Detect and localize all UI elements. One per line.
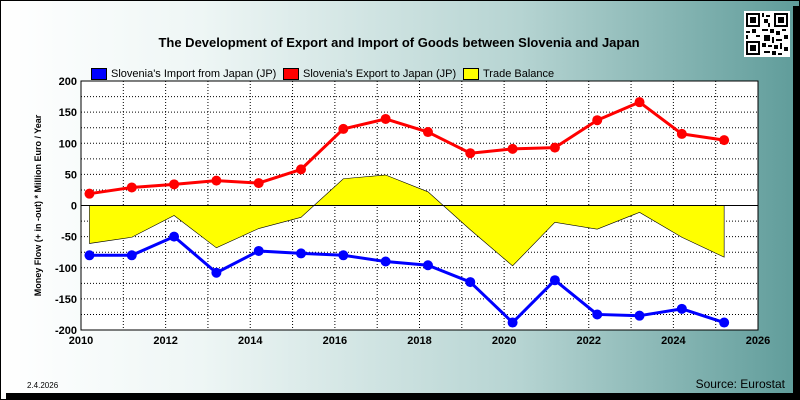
legend-swatch-export xyxy=(283,68,299,80)
window-shadow-bottom xyxy=(6,393,800,400)
export-point xyxy=(507,143,518,154)
legend-swatch-balance xyxy=(463,68,479,80)
export-point xyxy=(422,127,433,138)
date-label: 2.4.2026 xyxy=(27,381,59,390)
import-point xyxy=(296,248,307,259)
y-tick-label: 50 xyxy=(65,169,77,181)
legend-label-import: Slovenia's Import from Japan (JP) xyxy=(111,68,277,80)
export-point xyxy=(634,97,645,108)
import-point xyxy=(84,250,95,261)
qr-code-icon xyxy=(744,11,790,57)
import-point xyxy=(634,310,645,321)
export-point xyxy=(592,115,603,126)
import-point xyxy=(253,245,264,256)
y-tick-label: 150 xyxy=(59,107,77,119)
import-point xyxy=(126,250,137,261)
x-tick-label: 2026 xyxy=(746,335,770,347)
legend-item-balance: Trade Balance xyxy=(463,67,554,81)
export-point xyxy=(169,179,180,190)
y-tick-label: -100 xyxy=(55,263,77,275)
export-point xyxy=(719,135,730,146)
x-tick-label: 2020 xyxy=(492,335,516,347)
legend-item-import: Slovenia's Import from Japan (JP) xyxy=(91,67,276,81)
export-point xyxy=(126,182,137,193)
import-point xyxy=(676,303,687,314)
legend-label-balance: Trade Balance xyxy=(483,68,555,80)
series-lines xyxy=(84,97,730,328)
export-point xyxy=(296,164,307,175)
x-tick-label: 2010 xyxy=(69,335,93,347)
import-point xyxy=(719,317,730,328)
export-point xyxy=(676,128,687,139)
chart-title: The Development of Export and Import of … xyxy=(158,35,640,50)
export-point xyxy=(253,178,264,189)
y-tick-label: 200 xyxy=(59,76,77,88)
x-tick-label: 2022 xyxy=(577,335,601,347)
trade-balance-area xyxy=(89,174,725,267)
import-point xyxy=(549,275,560,286)
import-point xyxy=(338,250,349,261)
export-point xyxy=(465,148,476,159)
y-tick-label: 0 xyxy=(71,201,77,213)
import-point xyxy=(169,231,180,242)
import-point xyxy=(507,317,518,328)
import-point xyxy=(422,260,433,271)
export-point xyxy=(338,123,349,134)
legend-swatch-import xyxy=(91,68,107,80)
tick-labels: -200 -150 -100 -50 0 50 100 150 200 2010 2012 2014 2… xyxy=(55,76,770,347)
export-point xyxy=(380,113,391,124)
x-tick-label: 2016 xyxy=(323,335,347,347)
window-shadow-right xyxy=(793,6,800,400)
x-tick-label: 2012 xyxy=(153,335,177,347)
legend-item-export: Slovenia's Export to Japan (JP) xyxy=(283,67,456,81)
x-tick-label: 2024 xyxy=(661,335,686,347)
import-point xyxy=(380,256,391,267)
y-tick-label: -150 xyxy=(55,294,77,306)
import-point xyxy=(211,267,222,278)
x-tick-label: 2018 xyxy=(407,335,431,347)
export-point xyxy=(211,175,222,186)
plot-border xyxy=(80,80,759,331)
x-tick-label: 2014 xyxy=(238,335,263,347)
export-point xyxy=(84,188,95,199)
import-line xyxy=(89,235,725,325)
y-tick-label: -50 xyxy=(61,232,77,244)
y-tick-label: 100 xyxy=(59,138,77,150)
y-tick-label: -200 xyxy=(55,325,77,337)
export-point xyxy=(549,142,560,153)
trade-balance-fill xyxy=(89,174,725,267)
export-line xyxy=(89,100,725,196)
import-point xyxy=(465,277,476,288)
source-label: Source: Eurostat xyxy=(695,377,785,391)
import-point xyxy=(592,309,603,320)
y-axis-title: Money Flow (+ in -out) * Million Euro / … xyxy=(33,114,43,296)
legend-label-export: Slovenia's Export to Japan (JP) xyxy=(303,68,457,80)
